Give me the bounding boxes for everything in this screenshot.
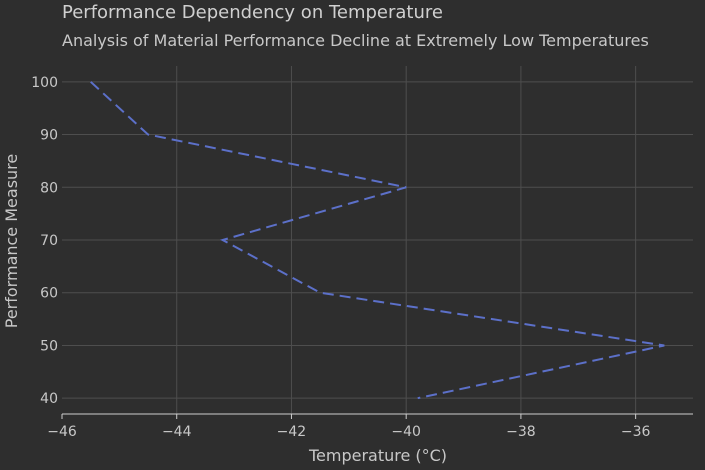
chart-subtitle: Analysis of Material Performance Decline… bbox=[62, 31, 649, 50]
y-tick-label: 40 bbox=[40, 391, 58, 407]
axes: −46 −44 −42 −40 −38 −36 40 50 60 70 80 90 100 bbox=[31, 75, 693, 440]
x-tick-label: −46 bbox=[47, 424, 77, 440]
y-tick-label: 100 bbox=[31, 75, 58, 91]
series-layer bbox=[90, 81, 665, 400]
x-tick-label: −42 bbox=[277, 424, 307, 440]
x-tick-label: −36 bbox=[621, 424, 651, 440]
x-tick-label: −44 bbox=[162, 424, 192, 440]
x-tick-label: −40 bbox=[391, 424, 421, 440]
y-tick-label: 70 bbox=[40, 233, 58, 249]
grid bbox=[62, 66, 693, 414]
chart-title: Performance Dependency on Temperature bbox=[62, 2, 443, 23]
y-tick-label: 50 bbox=[40, 338, 58, 354]
x-tick-label: −38 bbox=[506, 424, 536, 440]
x-axis-title: Temperature (°C) bbox=[308, 446, 447, 465]
series-line bbox=[90, 81, 665, 400]
y-axis-title: Performance Measure bbox=[2, 154, 21, 328]
y-tick-label: 60 bbox=[40, 286, 58, 302]
y-tick-label: 80 bbox=[40, 180, 58, 196]
y-tick-label: 90 bbox=[40, 128, 58, 144]
